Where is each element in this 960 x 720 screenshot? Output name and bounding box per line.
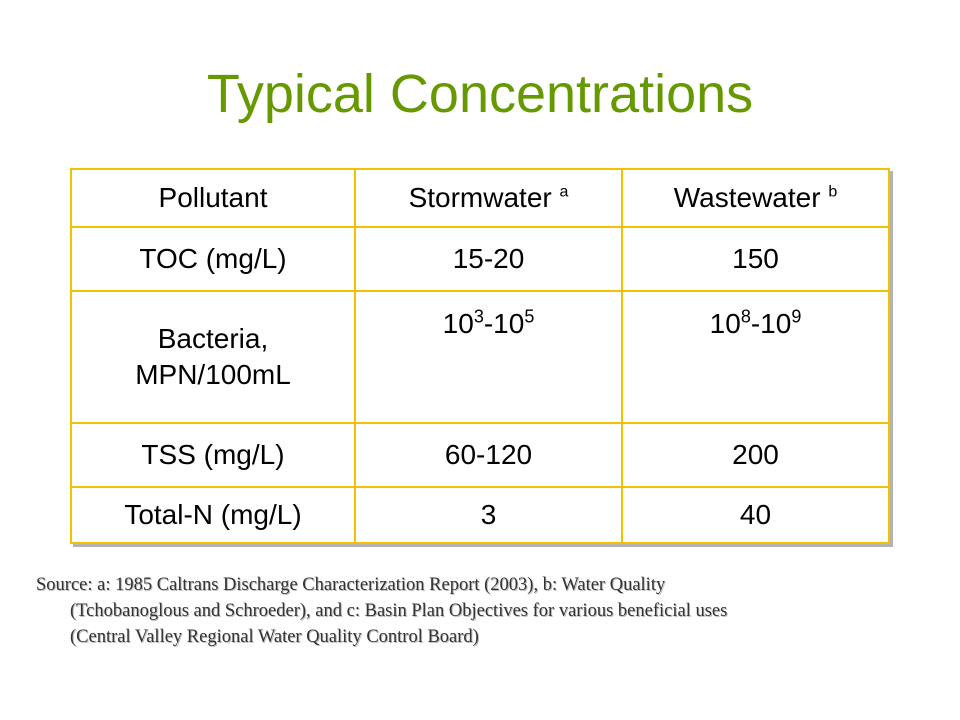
table-row-tss: TSS (mg/L) 60-120 200 <box>70 422 890 488</box>
waste-base-2: -10 <box>750 308 792 339</box>
cell-bacteria-label: Bacteria, MPN/100mL <box>70 290 356 424</box>
header-stormwater-label: Stormwater <box>408 182 552 213</box>
concentration-table-container: Pollutant Stormwater a Wastewater b TOC … <box>70 168 890 544</box>
header-stormwater-footnote: a <box>559 183 569 201</box>
table-row-total-n: Total-N (mg/L) 3 40 <box>70 486 890 544</box>
cell-toc-label: TOC (mg/L) <box>70 226 356 292</box>
header-stormwater: Stormwater a <box>354 168 623 228</box>
header-wastewater-footnote: b <box>828 183 838 201</box>
waste-base-1: 10 <box>709 308 741 339</box>
header-pollutant-label: Pollutant <box>158 182 268 213</box>
source-line-2: (Tchobanoglous and Schroeder), and c: Ba… <box>70 601 728 621</box>
waste-exponent-1: 8 <box>740 306 751 327</box>
cell-bacteria-stormwater: 103-105 <box>354 290 623 424</box>
table-header-row: Pollutant Stormwater a Wastewater b <box>70 168 890 228</box>
header-wastewater-label: Wastewater <box>673 182 821 213</box>
bacteria-label-line1: Bacteria, <box>157 323 269 354</box>
source-line-1: Source: a: 1985 Caltrans Discharge Chara… <box>36 575 666 595</box>
cell-tss-stormwater: 60-120 <box>354 422 623 488</box>
cell-total-n-wastewater: 40 <box>621 486 890 544</box>
header-pollutant: Pollutant <box>70 168 356 228</box>
table-row-toc: TOC (mg/L) 15-20 150 <box>70 226 890 292</box>
waste-exponent-2: 9 <box>791 306 802 327</box>
slide-title: Typical Concentrations <box>206 64 754 124</box>
cell-total-n-stormwater: 3 <box>354 486 623 544</box>
source-line-3: (Central Valley Regional Water Quality C… <box>70 627 479 647</box>
table-row-bacteria: Bacteria, MPN/100mL 103-105 108-109 <box>70 290 890 424</box>
bacteria-label-line2: MPN/100mL <box>135 359 291 390</box>
storm-base-1: 10 <box>442 308 474 339</box>
header-wastewater: Wastewater b <box>621 168 890 228</box>
source-note: Source: a: 1985 Caltrans Discharge Chara… <box>36 572 926 650</box>
storm-exponent-2: 5 <box>524 306 535 327</box>
storm-base-2: -10 <box>483 308 525 339</box>
cell-toc-stormwater: 15-20 <box>354 226 623 292</box>
cell-tss-wastewater: 200 <box>621 422 890 488</box>
cell-tss-label: TSS (mg/L) <box>70 422 356 488</box>
cell-total-n-label: Total-N (mg/L) <box>70 486 356 544</box>
storm-exponent-1: 3 <box>473 306 484 327</box>
cell-bacteria-wastewater: 108-109 <box>621 290 890 424</box>
concentration-table: Pollutant Stormwater a Wastewater b TOC … <box>70 168 890 544</box>
cell-toc-wastewater: 150 <box>621 226 890 292</box>
